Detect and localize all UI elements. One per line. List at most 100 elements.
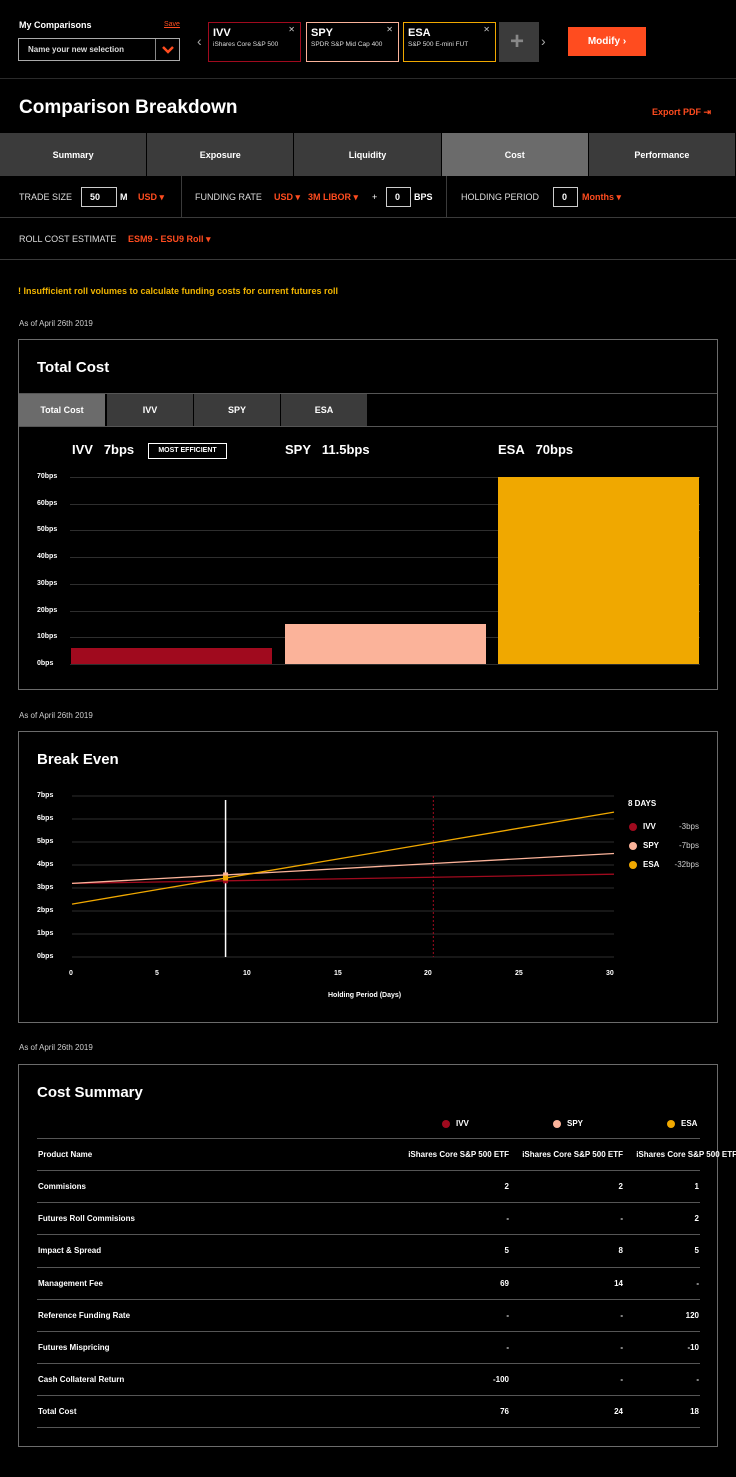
- pdf-icon: ⇥: [703, 107, 712, 117]
- roll-volume-warning: ! Insufficient roll volumes to calculate…: [18, 286, 339, 296]
- save-link[interactable]: Save: [164, 21, 180, 28]
- row-label: Cash Collateral Return: [38, 1375, 125, 1385]
- row-value: -: [506, 1310, 509, 1320]
- table-row: Reference Funding Rate - - 120: [37, 1298, 700, 1331]
- gridline: [70, 664, 700, 665]
- total-cost-title: Total Cost: [37, 359, 110, 376]
- tab-ivv[interactable]: IVV: [107, 394, 194, 426]
- my-comparisons-label: My Comparisons: [19, 20, 92, 30]
- holding-period-input[interactable]: 0: [553, 187, 578, 207]
- bar-esa[interactable]: [498, 477, 699, 664]
- tab-liquidity[interactable]: Liquidity: [294, 133, 442, 176]
- close-icon[interactable]: ✕: [386, 25, 393, 34]
- section-tabs: Summary Exposure Liquidity Cost Performa…: [0, 133, 736, 176]
- row-value: -: [506, 1214, 509, 1224]
- tab-total-cost[interactable]: Total Cost: [19, 394, 106, 426]
- tab-exposure[interactable]: Exposure: [147, 133, 295, 176]
- y-tick-label: 0bps: [37, 953, 54, 960]
- legend-label-spy: SPY: [567, 1119, 584, 1128]
- tab-summary[interactable]: Summary: [0, 133, 148, 176]
- bar-ivv[interactable]: [71, 647, 272, 664]
- y-tick-label: 5bps: [37, 838, 54, 845]
- bar-head-value: 70bps: [535, 442, 574, 457]
- row-value: -: [696, 1375, 699, 1385]
- funding-index-dropdown[interactable]: 3M LIBOR ▾: [308, 192, 359, 202]
- legend-dot-spy: [629, 842, 637, 850]
- holding-unit-dropdown[interactable]: Months ▾: [582, 192, 622, 202]
- bar-spy[interactable]: [285, 623, 486, 664]
- gridline: [70, 557, 700, 559]
- modify-button[interactable]: Modify ›: [568, 27, 646, 56]
- y-tick-label: 2bps: [37, 907, 54, 914]
- table-row: Total Cost 76 24 18: [37, 1395, 700, 1427]
- funding-currency-dropdown[interactable]: USD ▾: [274, 192, 301, 202]
- break-even-title: Break Even: [37, 751, 119, 768]
- ticker-card-ivv[interactable]: IVV ✕ iShares Core S&P 500: [208, 22, 301, 62]
- row-value: 5: [694, 1246, 699, 1256]
- divider: [37, 1427, 700, 1428]
- legend-value-ivv: -3bps: [678, 822, 699, 831]
- row-value: 69: [500, 1278, 509, 1288]
- x-tick-label: 30: [606, 970, 614, 977]
- ivv-cost-head: IVV 7bps: [72, 442, 134, 457]
- ticker-card-esa[interactable]: ESA ✕ S&P 500 E-mini FUT: [403, 22, 496, 62]
- x-tick-label: 0: [69, 970, 73, 977]
- plus-icon: +: [510, 28, 525, 55]
- ticker-card-spy[interactable]: SPY ✕ SPDR S&P Mid Cap 400: [306, 22, 399, 62]
- legend-label-esa: ESA: [643, 860, 660, 869]
- bps-input[interactable]: 0: [386, 187, 411, 207]
- break-even-chart: [71, 795, 615, 958]
- chevron-right-icon[interactable]: ›: [541, 33, 546, 49]
- ticker-name: SPDR S&P Mid Cap 400: [311, 41, 383, 48]
- add-ticker-button[interactable]: +: [499, 22, 539, 62]
- y-tick-label: 40bps: [37, 553, 58, 561]
- header-product-name: Product Name: [38, 1150, 93, 1159]
- y-tick-label: 30bps: [37, 579, 58, 587]
- gridline: [70, 583, 700, 585]
- legend-value-esa: -32bps: [674, 860, 699, 869]
- roll-cost-label: ROLL COST ESTIMATE: [19, 234, 117, 244]
- cursor-point-esa: [223, 875, 229, 881]
- close-icon[interactable]: ✕: [483, 25, 490, 34]
- row-value: 2: [694, 1214, 699, 1224]
- trade-currency-dropdown[interactable]: USD ▾: [138, 192, 165, 202]
- bar-head-ticker: ESA: [498, 442, 525, 457]
- selection-name-input[interactable]: Name your new selection: [18, 38, 180, 61]
- roll-cost-dropdown[interactable]: ESM9 - ESU9 Roll ▾: [128, 234, 211, 244]
- tab-spy[interactable]: SPY: [194, 394, 281, 426]
- row-value: 2: [618, 1182, 623, 1191]
- export-pdf-link[interactable]: Export PDF ⇥: [652, 107, 711, 118]
- row-value: 24: [614, 1407, 623, 1417]
- row-value: -: [620, 1310, 623, 1320]
- row-value: -: [506, 1343, 509, 1352]
- break-even-legend-title: 8 DAYS: [628, 799, 657, 808]
- tab-performance[interactable]: Performance: [588, 133, 736, 176]
- bps-label: BPS: [414, 192, 433, 202]
- legend-dot-esa: [629, 861, 637, 869]
- divider: [446, 176, 447, 218]
- break-even-card: [18, 731, 718, 1023]
- trade-size-input[interactable]: 50: [81, 187, 117, 207]
- header-ivv-name: iShares Core S&P 500 ETF: [408, 1150, 509, 1159]
- table-row: Impact & Spread 5 8 5: [37, 1234, 700, 1266]
- row-value: 8: [618, 1246, 623, 1256]
- chevron-left-icon[interactable]: ‹: [197, 33, 202, 49]
- series-line-esa: [71, 811, 615, 905]
- total-cost-card: [18, 339, 718, 690]
- chevron-down-icon: [162, 46, 174, 54]
- row-value: -: [620, 1375, 623, 1385]
- x-tick-label: 25: [515, 970, 523, 977]
- legend-dot-esa: [667, 1120, 675, 1128]
- cost-summary-title: Cost Summary: [37, 1084, 143, 1101]
- tab-cost[interactable]: Cost: [441, 133, 589, 176]
- gridline: [70, 503, 700, 505]
- selection-dropdown-button[interactable]: [155, 39, 179, 60]
- table-row: Cash Collateral Return -100 - -: [37, 1363, 700, 1395]
- table-row: Futures Roll Commisions - - 2: [37, 1202, 700, 1234]
- table-row: Commisions 2 2 1: [37, 1170, 700, 1202]
- tab-esa[interactable]: ESA: [281, 394, 368, 426]
- close-icon[interactable]: ✕: [288, 25, 295, 34]
- bar-head-ticker: SPY: [285, 442, 312, 457]
- ticker-name: iShares Core S&P 500: [213, 41, 279, 48]
- y-tick-label: 20bps: [37, 606, 58, 614]
